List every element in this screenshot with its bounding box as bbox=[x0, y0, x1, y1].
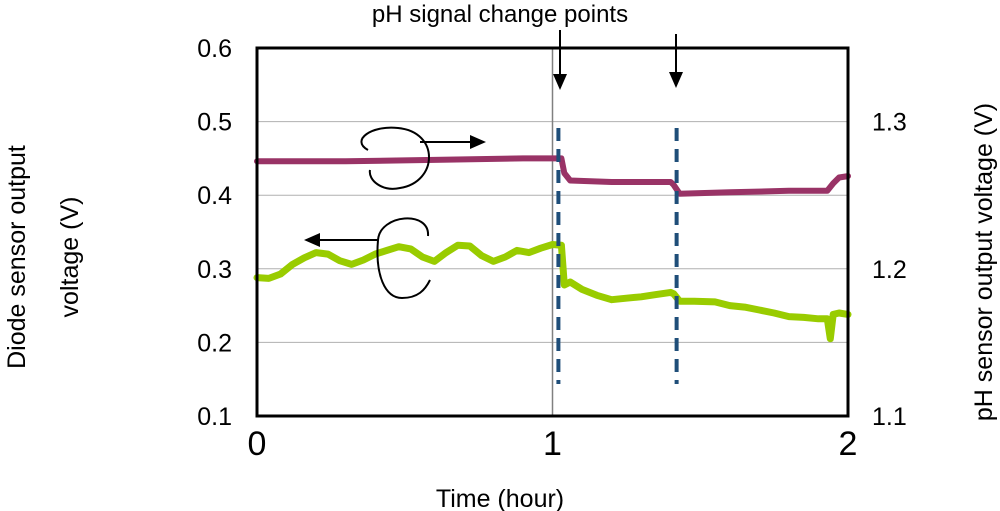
series-line-1 bbox=[254, 155, 851, 197]
x-tick-label: 2 bbox=[839, 425, 858, 463]
left-y-tick-label: 0.5 bbox=[197, 109, 232, 137]
left-y-tick-label: 0.6 bbox=[197, 35, 232, 63]
circle-arrow-left-icon bbox=[304, 217, 431, 300]
left-y-tick-labels: 0.1 0.2 0.3 0.4 0.5 0.6 bbox=[197, 35, 232, 431]
left-y-tick-label: 0.4 bbox=[197, 182, 232, 210]
circle-arrow-right-icon bbox=[360, 126, 486, 190]
x-axis-title: Time (hour) bbox=[436, 485, 564, 511]
arrow-down-icon bbox=[553, 30, 567, 90]
change-point-markers bbox=[556, 128, 679, 384]
left-axis-title-line-2: voltage (V) bbox=[56, 197, 84, 318]
left-y-tick-label: 0.1 bbox=[197, 403, 232, 431]
x-tick-labels: 0 1 2 bbox=[248, 425, 858, 463]
left-y-tick-label: 0.3 bbox=[197, 256, 232, 284]
right-y-tick-label: 1.3 bbox=[872, 109, 907, 137]
right-y-tick-labels: 1.1 1.2 1.3 bbox=[872, 109, 907, 431]
right-y-tick-label: 1.2 bbox=[872, 256, 907, 284]
plot-area bbox=[255, 46, 850, 418]
left-axis-title-line-1: Diode sensor output bbox=[3, 145, 31, 369]
arrow-down-icon bbox=[669, 34, 683, 88]
right-axis-title: pH sensor output voltage (V) bbox=[970, 103, 998, 421]
left-y-tick-label: 0.2 bbox=[197, 329, 232, 357]
annotation-label: pH signal change points bbox=[372, 1, 628, 28]
right-y-tick-label: 1.1 bbox=[872, 403, 907, 431]
x-tick-label: 1 bbox=[543, 425, 562, 463]
x-tick-label: 0 bbox=[248, 425, 267, 463]
